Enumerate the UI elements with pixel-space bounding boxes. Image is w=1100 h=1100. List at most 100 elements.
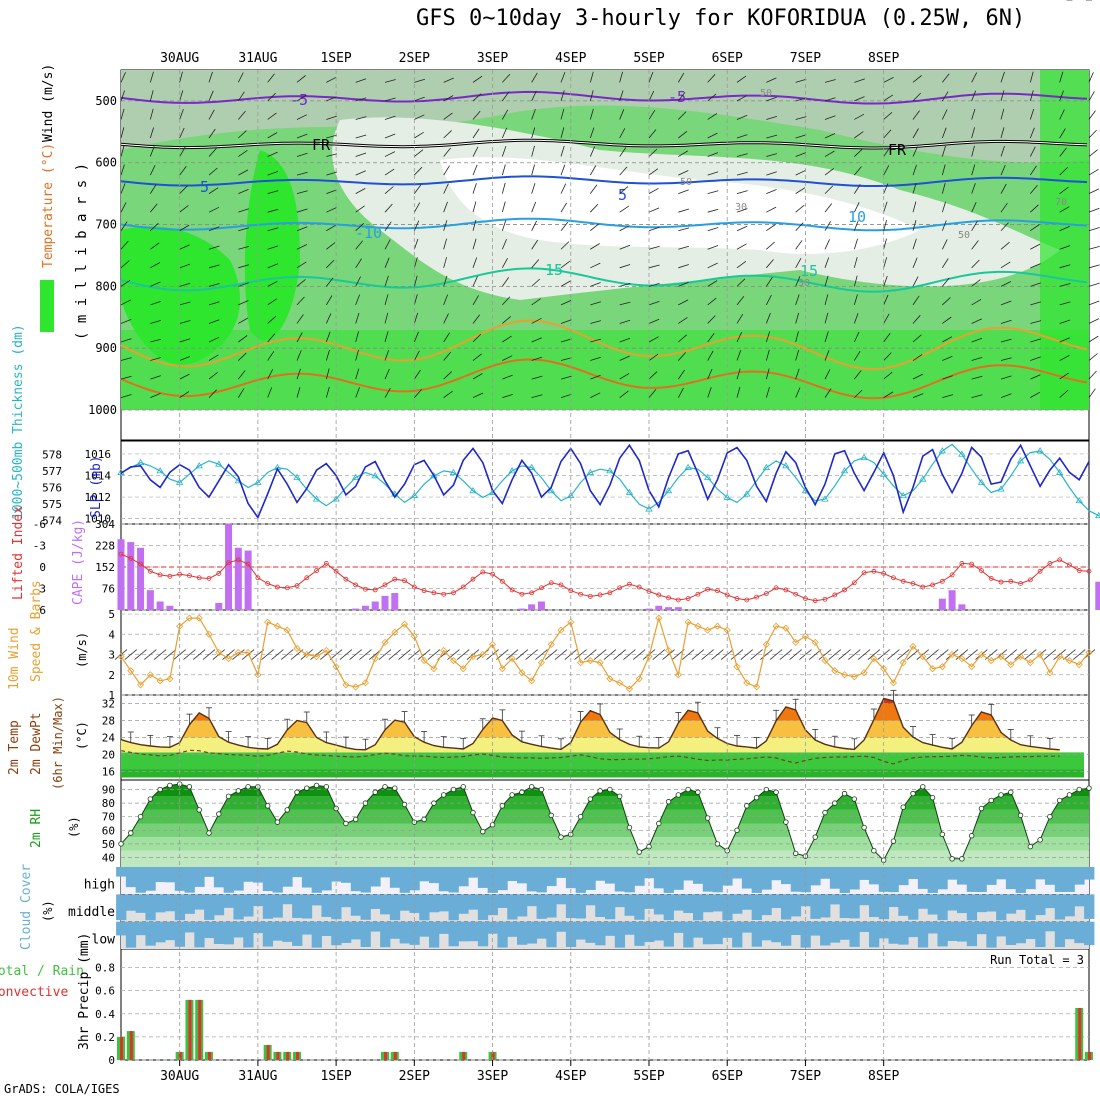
cloud-cover-bar <box>624 867 635 893</box>
cloud-cover-bar <box>771 894 782 909</box>
cloud-cover-bar <box>1025 921 1036 940</box>
wind-barb <box>531 164 535 176</box>
lifted-index-point <box>871 568 877 574</box>
cloud-cover-bar <box>624 894 635 916</box>
wind10-point <box>596 659 604 667</box>
wind-barb <box>560 108 565 120</box>
wind-barb <box>590 338 602 343</box>
rh-dry-region <box>440 157 920 254</box>
cloud-cover-bar <box>986 867 997 885</box>
precip-tick-label: 0.8 <box>95 962 115 975</box>
wind-barb <box>824 168 834 176</box>
wind-barb <box>120 338 132 343</box>
cape-bar <box>938 598 946 610</box>
cloud-cover-bar <box>820 867 831 879</box>
cloud-cover-bar <box>223 867 234 893</box>
wind-barb <box>1059 245 1071 250</box>
wind-barb-10m <box>398 649 411 660</box>
wind-barb <box>912 257 918 268</box>
cloud-cover-bar <box>360 894 371 920</box>
wind-barb <box>971 298 982 306</box>
wind-barb <box>531 278 541 287</box>
wind-tick-label: 1 <box>108 689 115 702</box>
wind-barb <box>971 90 977 102</box>
wind10-point <box>215 648 223 657</box>
wind-barb <box>150 222 159 232</box>
wind-barb <box>1000 108 1005 120</box>
cloud-cover-bar <box>829 867 841 889</box>
wind-barb <box>912 75 922 83</box>
wind-barb <box>502 74 511 83</box>
wind-barb <box>149 184 157 194</box>
rh2m-point <box>920 784 926 790</box>
wind-barb <box>765 386 770 398</box>
wind-barb <box>853 257 858 268</box>
wind-barb-10m <box>779 649 793 660</box>
lifted-index-point <box>715 588 720 594</box>
cloud-cover-bar <box>849 921 860 947</box>
cloud-cover-bar <box>292 867 303 878</box>
wind10-point <box>1007 661 1015 669</box>
cloud-cover-bar <box>575 921 586 940</box>
wind-barb <box>1088 335 1099 343</box>
wind-barb <box>267 190 279 195</box>
cloud-cover-bar <box>702 867 714 892</box>
wind-barb <box>589 108 594 120</box>
cloud-cover-bar <box>301 867 313 888</box>
wind-barb <box>736 260 747 269</box>
wind10-point <box>997 652 1005 661</box>
cloud-cover-bar <box>389 921 401 939</box>
wind-barb-10m <box>515 649 529 660</box>
rh2m-tick-label: 80 <box>102 797 115 810</box>
wind-barb <box>1029 146 1036 157</box>
cloud-cover-bar <box>585 921 596 943</box>
wind-barb <box>1030 338 1042 343</box>
rh2m-point <box>167 782 173 789</box>
slp-line <box>120 443 1090 520</box>
wind-barb <box>326 153 338 157</box>
wind-barb <box>1059 167 1068 176</box>
wind-barb <box>941 91 949 102</box>
thickness-tick-label: 574 <box>42 515 62 528</box>
wind-barb <box>238 264 250 269</box>
wind-axis-label: Wind (m/s) <box>41 64 56 142</box>
wind-barb <box>590 301 602 306</box>
wind-barb <box>179 224 190 232</box>
cloud-cover-bar <box>820 894 831 918</box>
wind-barb <box>912 92 921 102</box>
lifted-index-point <box>460 584 466 590</box>
cloud-cover-bar <box>947 921 958 942</box>
thickness-point <box>664 487 673 494</box>
wind-barb-10m <box>202 649 216 660</box>
lifted-index-point <box>578 591 583 597</box>
cloud-cover-bar <box>497 921 508 948</box>
cloud-cover-bar <box>859 894 870 906</box>
wind-barb <box>1000 241 1010 250</box>
wind-barb-10m <box>926 649 939 660</box>
thickness-point <box>469 487 477 494</box>
wind-barb <box>501 164 506 176</box>
wind-barb <box>1059 319 1071 324</box>
wind-barb-10m <box>349 649 362 660</box>
temp-unit-label: (°C) <box>75 721 89 750</box>
wind-barb <box>149 127 154 139</box>
wind-barb <box>325 331 331 343</box>
rh2m-point <box>988 797 994 804</box>
wind-barb <box>120 183 126 194</box>
wind-barb <box>590 320 602 324</box>
wind10-point <box>430 665 438 673</box>
wind10-point <box>713 622 722 630</box>
wind-barb <box>443 165 450 176</box>
cloud-cover-bar <box>996 894 1007 921</box>
wind-barb <box>1059 337 1070 343</box>
wind-barb <box>355 331 359 343</box>
wind-barb <box>326 115 337 120</box>
precip-tick-label: 0.2 <box>95 1031 115 1044</box>
thickness-tick-label: 578 <box>42 448 62 461</box>
cloud-cover-bar <box>370 921 381 932</box>
cloud-cover-bar <box>116 867 127 877</box>
wind-barb <box>853 238 858 250</box>
wind10-point <box>185 614 194 622</box>
wind10-point <box>1026 659 1034 667</box>
cloud-cover-bar <box>1035 867 1046 880</box>
